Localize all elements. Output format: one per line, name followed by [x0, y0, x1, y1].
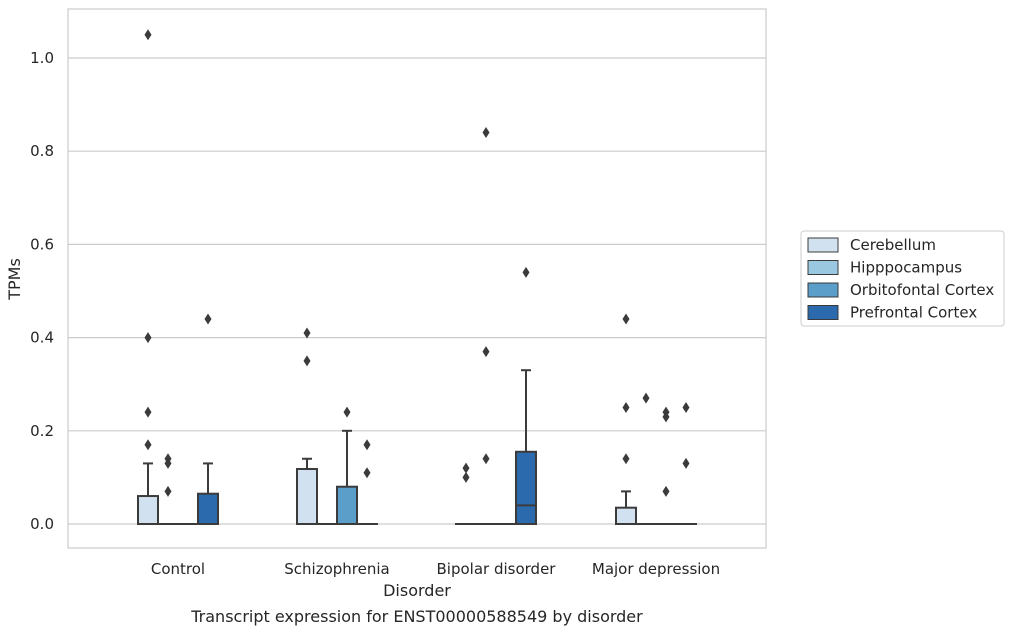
legend: Cerebellum Hipppocampus Orbitofontal Corte… [800, 230, 1005, 327]
outlier-point [144, 406, 152, 418]
outlier-point [682, 402, 690, 413]
y-tick-label: 0.6 [30, 235, 54, 253]
y-tick-label: 0.4 [30, 329, 54, 347]
box-cerebellum-1 [296, 457, 318, 525]
x-tick-label: Major depression [592, 560, 720, 578]
box-cerebellum-3 [615, 490, 637, 526]
outlier-point [462, 462, 470, 474]
y-tick-label: 0.0 [30, 515, 54, 533]
box-cerebellum-0 [137, 462, 159, 526]
legend-item: Hipppocampus [807, 259, 962, 277]
outlier-point [522, 266, 530, 278]
box-prefrontal-cortex-2 [515, 369, 537, 525]
outlier-point [144, 439, 152, 451]
box-body [615, 506, 637, 526]
legend-swatch [807, 282, 839, 298]
outliers [144, 29, 690, 497]
outlier-point [144, 29, 152, 41]
outlier-point [662, 485, 670, 497]
legend-label: Prefrontal Cortex [850, 304, 977, 322]
box-prefrontal-cortex-0 [197, 462, 219, 525]
legend-item: Prefrontal Cortex [807, 304, 977, 322]
outlier-point [164, 453, 172, 465]
outlier-point [144, 332, 152, 344]
plot-frame [67, 8, 767, 549]
box-body [515, 450, 537, 525]
box-body [137, 495, 159, 526]
legend-swatch [807, 260, 839, 275]
outlier-point [363, 439, 371, 451]
chart-caption: Transcript expression for ENST0000058854… [190, 607, 643, 626]
outlier-point [482, 346, 490, 358]
x-tick-labels: Control Schizophrenia Bipolar disorder Majo… [151, 560, 720, 578]
legend-frame [800, 230, 1005, 327]
outlier-point [682, 457, 690, 469]
legend-item: Cerebellum [807, 236, 936, 254]
y-tick-label: 0.8 [30, 142, 54, 160]
legend-swatch [807, 237, 839, 253]
y-tick-labels: 0.0 0.2 0.4 0.6 0.8 1.0 [30, 49, 54, 533]
box-body [296, 468, 318, 525]
x-tick-label: Bipolar disorder [437, 560, 557, 578]
outlier-point [204, 313, 212, 325]
outlier-point [303, 327, 311, 339]
outlier-point [662, 406, 670, 418]
outlier-point [462, 471, 470, 483]
outlier-point [363, 467, 371, 479]
box-body [197, 492, 219, 525]
legend-swatch [807, 305, 839, 320]
legend-item: Orbitofontal Cortex [807, 281, 994, 299]
gridlines [68, 57, 766, 525]
box-body [336, 485, 358, 525]
y-tick-label: 0.2 [30, 422, 54, 440]
x-axis-title: Disorder [383, 581, 451, 600]
outlier-point [622, 313, 630, 325]
legend-items: Cerebellum Hipppocampus Orbitofontal Corte… [807, 236, 994, 322]
box-orbitofontal-cortex-1 [336, 429, 358, 525]
boxes [137, 369, 697, 526]
outlier-point [622, 453, 630, 465]
y-axis-title: TPMs [5, 258, 24, 301]
x-tick-label: Control [151, 560, 205, 578]
outlier-point [164, 485, 172, 497]
outlier-point [482, 127, 490, 139]
outlier-point [343, 406, 351, 418]
legend-label: Orbitofontal Cortex [850, 281, 994, 299]
legend-label: Hipppocampus [850, 259, 962, 277]
outlier-point [303, 355, 311, 367]
x-tick-label: Schizophrenia [284, 560, 389, 578]
outlier-point [482, 453, 490, 465]
y-tick-label: 1.0 [30, 49, 54, 67]
outlier-point [622, 402, 630, 413]
legend-label: Cerebellum [850, 236, 936, 254]
outlier-point [642, 392, 650, 404]
